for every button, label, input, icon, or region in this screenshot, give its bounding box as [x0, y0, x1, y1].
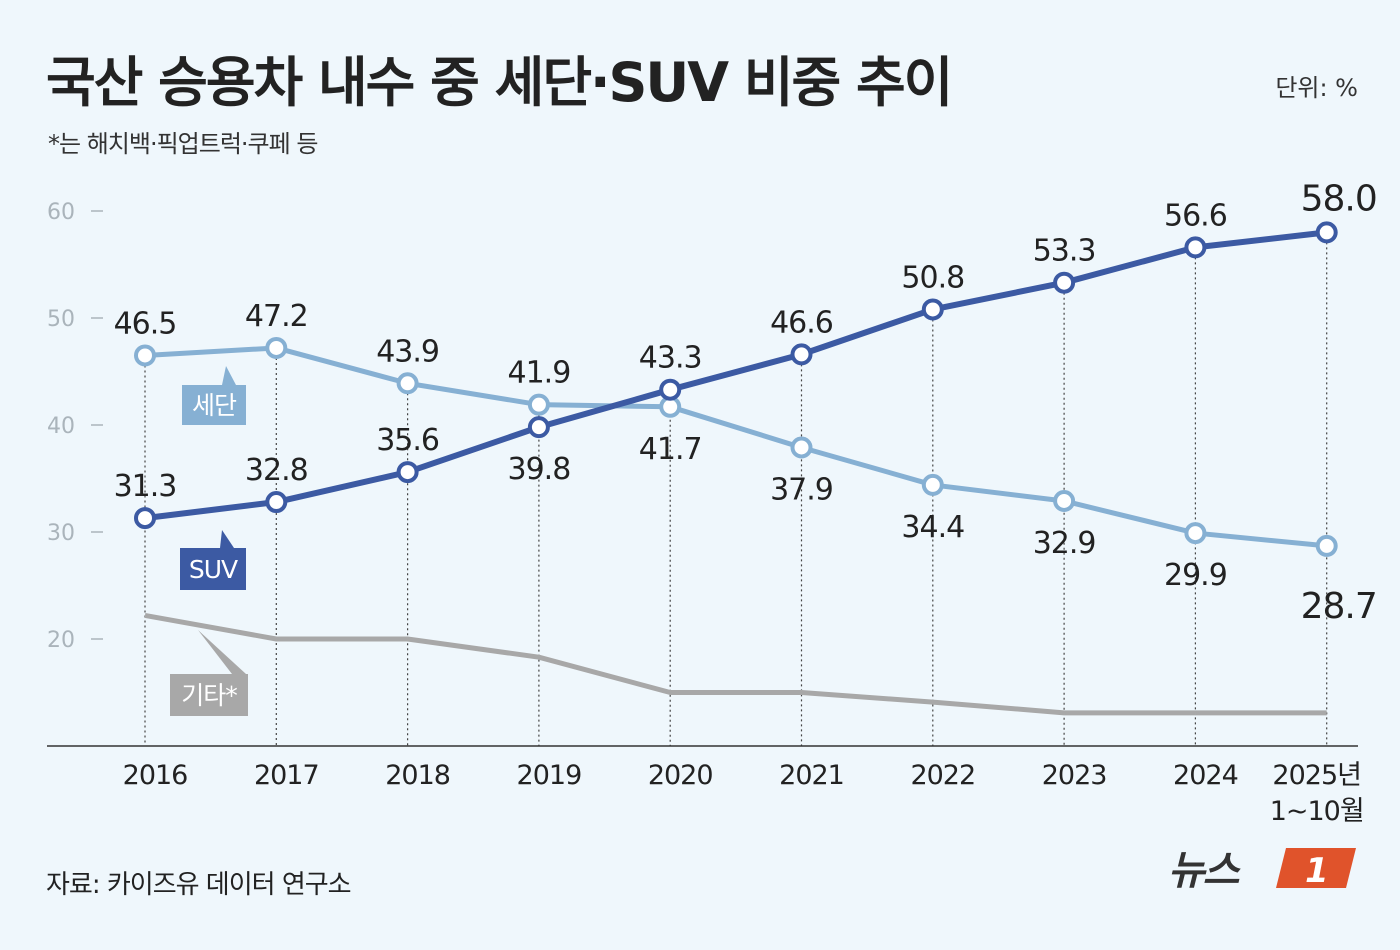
data-label: 41.7 [639, 432, 702, 467]
unit-label: 단위: % [1275, 74, 1358, 102]
data-label: 53.3 [1033, 234, 1096, 269]
series-line-other [144, 612, 1327, 716]
data-label: 31.3 [114, 469, 177, 504]
data-label: 39.8 [508, 452, 571, 487]
series-label: 세단 [192, 391, 237, 420]
x-tick-label: 2019 [517, 760, 582, 791]
series-callout-tail [198, 630, 246, 674]
x-tick-label: 2021 [779, 760, 844, 791]
data-label: 46.5 [114, 306, 177, 341]
data-label: 28.7 [1301, 586, 1377, 627]
data-label: 35.6 [376, 423, 439, 458]
data-point-suv [265, 491, 288, 514]
y-tick-label: 40 [47, 414, 75, 439]
x-tick-label: 2022 [910, 760, 975, 791]
data-point-sedan [134, 344, 156, 367]
series-line-sedan [144, 345, 1327, 549]
data-point-suv [1184, 236, 1207, 259]
series-callout-tail [220, 530, 234, 548]
y-tick-label: 30 [47, 521, 75, 546]
data-label: 32.9 [1033, 526, 1096, 561]
data-point-sedan [921, 473, 944, 496]
series-label-box [170, 674, 248, 716]
chart-title: 국산 승용차 내수 중 세단·SUV 비중 추이 [46, 51, 953, 114]
x-tick-label: 2017 [254, 760, 319, 791]
data-label: 37.9 [770, 472, 833, 507]
series-label-box [180, 548, 246, 590]
data-label: 41.9 [508, 356, 571, 391]
x-tick-label: 2023 [1042, 760, 1107, 791]
chart-footnote: *는 해치백·픽업트럭·쿠페 등 [48, 130, 318, 158]
data-point-sedan [265, 336, 288, 359]
data-point-suv [790, 343, 813, 366]
data-label: 47.2 [245, 299, 308, 334]
data-point-suv [1053, 271, 1076, 294]
data-label: 32.8 [245, 453, 308, 488]
data-point-suv [527, 416, 550, 439]
y-tick-label: 60 [47, 200, 75, 225]
data-point-sedan [1053, 489, 1076, 512]
x-tick-label: 2020 [648, 760, 713, 791]
series-label-box [182, 385, 246, 425]
x-tick-label: 1~10월 [1270, 796, 1364, 827]
x-tick-label: 2024 [1173, 760, 1238, 791]
data-point-suv [134, 507, 156, 530]
data-label: 29.9 [1164, 558, 1227, 593]
data-point-suv [1315, 221, 1338, 244]
svg-text:1: 1 [1305, 851, 1329, 891]
data-point-sedan [396, 372, 419, 395]
data-point-suv [396, 461, 419, 484]
x-tick-label: 2016 [123, 760, 188, 791]
data-label: 34.4 [901, 510, 964, 545]
series-label: SUV [189, 555, 238, 584]
data-point-suv [659, 378, 682, 401]
data-label: 43.3 [639, 341, 702, 376]
data-point-suv [921, 298, 944, 321]
series-callout-tail [222, 366, 236, 385]
x-tick-label: 2025년 [1272, 760, 1361, 791]
data-point-sedan [1315, 534, 1338, 557]
y-tick-label: 20 [47, 628, 75, 653]
series-line-suv [144, 229, 1328, 522]
data-label: 50.8 [901, 260, 964, 295]
news1-logo: 뉴스 1 [1168, 848, 1356, 892]
data-point-sedan [790, 436, 813, 459]
data-label: 46.6 [770, 305, 833, 340]
x-tick-label: 2018 [385, 760, 450, 791]
y-tick-label: 50 [47, 307, 75, 332]
data-label: 56.6 [1164, 198, 1227, 233]
data-label: 58.0 [1301, 178, 1377, 219]
data-point-sedan [527, 393, 550, 416]
data-point-sedan [1184, 522, 1207, 545]
data-label: 43.9 [376, 334, 439, 369]
svg-text:뉴스: 뉴스 [1168, 848, 1242, 892]
source-label: 자료: 카이즈유 데이터 연구소 [46, 870, 352, 900]
series-label: 기타* [181, 681, 237, 710]
